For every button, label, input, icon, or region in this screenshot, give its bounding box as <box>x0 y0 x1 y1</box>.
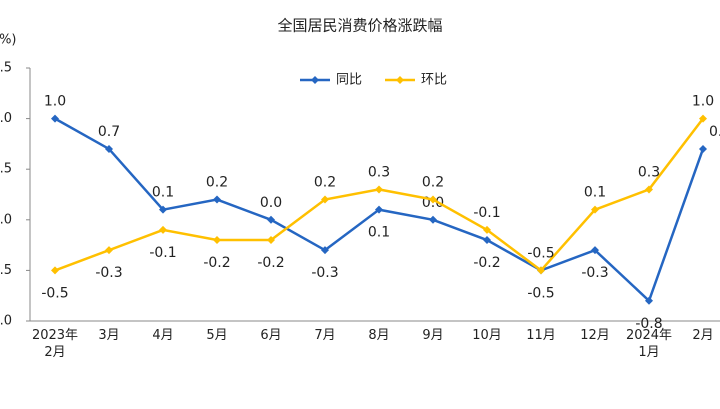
point <box>483 225 491 234</box>
value-label: 0.3 <box>638 164 660 180</box>
point <box>267 215 275 224</box>
y-tick-label: -1.0 <box>0 314 12 329</box>
point <box>51 266 59 275</box>
point <box>105 144 113 153</box>
value-label: -0.1 <box>149 245 176 261</box>
legend-label: 同比 <box>336 73 362 88</box>
point <box>213 236 221 245</box>
value-label: 1.0 <box>44 94 66 110</box>
value-label: 0.2 <box>422 175 444 191</box>
x-tick-label: 2024年 1月 <box>626 328 672 360</box>
x-tick-label: 10月 <box>472 328 502 343</box>
value-label: 0.3 <box>368 164 390 180</box>
y-tick-label: 1.0 <box>0 111 12 126</box>
point <box>159 205 167 214</box>
x-tick-label: 7月 <box>314 328 335 343</box>
y-tick-label: -0.5 <box>0 263 12 278</box>
point <box>591 246 599 255</box>
chart-title: 全国居民消费价格涨跌幅 <box>277 17 442 35</box>
value-label: 0.2 <box>206 175 228 191</box>
value-label: -0.2 <box>203 255 230 271</box>
x-tick-label: 5月 <box>206 328 227 343</box>
value-label: 0.2 <box>314 175 336 191</box>
x-tick-label: 6月 <box>260 328 281 343</box>
value-label: -0.3 <box>581 265 608 281</box>
legend-marker <box>396 76 404 84</box>
value-label: 0.1 <box>152 185 174 201</box>
value-label: -0.5 <box>527 245 554 261</box>
point <box>267 236 275 245</box>
point <box>105 246 113 255</box>
legend-marker <box>311 76 319 84</box>
point <box>645 296 653 305</box>
point <box>699 144 707 153</box>
x-tick-label: 12月 <box>580 328 610 343</box>
y-tick-label: 0.5 <box>0 162 12 177</box>
value-label: -0.2 <box>473 255 500 271</box>
value-label: 0.1 <box>584 185 606 201</box>
x-tick-label: 9月 <box>422 328 443 343</box>
point <box>375 205 383 214</box>
value-label: 0.1 <box>368 225 390 241</box>
value-label: -0.2 <box>257 255 284 271</box>
point <box>159 225 167 234</box>
point <box>429 195 437 204</box>
x-tick-label: 8月 <box>368 328 389 343</box>
value-label: 0.7 <box>98 124 120 140</box>
x-tick-label: 3月 <box>98 328 119 343</box>
point <box>375 185 383 194</box>
point <box>483 236 491 245</box>
value-label: -0.5 <box>41 285 68 301</box>
legend-label: 环比 <box>421 73 447 88</box>
value-label: 0.7 <box>709 124 720 140</box>
value-label: -0.3 <box>95 265 122 281</box>
point <box>699 114 707 123</box>
y-tick-label: 1.5 <box>0 61 12 76</box>
point <box>321 195 329 204</box>
value-label: 0.0 <box>260 195 282 211</box>
point <box>321 246 329 255</box>
value-label: -0.5 <box>527 285 554 301</box>
point <box>591 205 599 214</box>
value-label: -0.8 <box>635 316 662 332</box>
point <box>537 266 545 275</box>
x-tick-label: 2023年 2月 <box>32 328 78 360</box>
point <box>51 114 59 123</box>
point <box>645 185 653 194</box>
value-label: -0.3 <box>311 265 338 281</box>
value-label: 1.0 <box>692 94 714 110</box>
x-tick-label: 11月 <box>526 328 556 343</box>
point <box>213 195 221 204</box>
x-tick-label: 2月 <box>692 328 713 343</box>
value-label: -0.1 <box>473 205 500 221</box>
y-tick-label: 0.0 <box>0 212 12 227</box>
x-tick-label: 4月 <box>152 328 173 343</box>
y-axis-label: (%) <box>0 33 17 48</box>
point <box>429 215 437 224</box>
